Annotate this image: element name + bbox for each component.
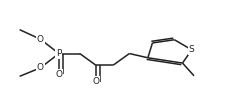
Text: O: O bbox=[55, 70, 62, 79]
Text: O: O bbox=[37, 35, 44, 44]
Text: O: O bbox=[37, 63, 44, 72]
Text: O: O bbox=[92, 77, 99, 86]
Text: P: P bbox=[56, 49, 62, 58]
Text: S: S bbox=[189, 45, 195, 54]
